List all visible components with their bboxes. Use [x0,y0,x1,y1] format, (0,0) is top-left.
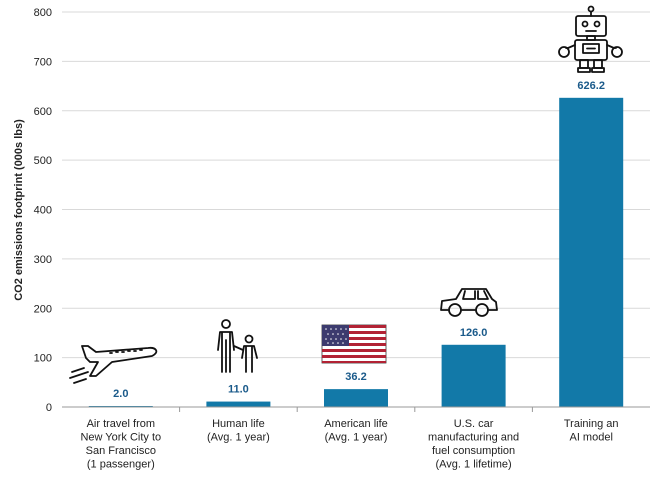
category-label: (1 passenger) [87,459,155,471]
bar [559,97,624,407]
data-label: 36.2 [345,371,366,383]
robot-icon [558,5,623,73]
airplane-icon [69,345,158,384]
category-label: Training an [564,418,619,430]
category-label: (Avg. 1 year) [207,432,270,444]
category-label: AI model [569,432,612,444]
y-tick-label: 100 [34,353,52,365]
bars [88,97,624,407]
y-tick-label: 600 [34,106,52,118]
category-label: (Avg. 1 lifetime) [435,459,511,471]
data-labels: 2.0 11.0 36.2 126.0 626.2 [113,80,605,400]
y-axis-ticks: 0 100 200 300 400 500 600 700 800 [34,7,52,414]
us-flag-icon [321,324,387,364]
category-label: (Avg. 1 year) [325,432,388,444]
y-tick-label: 0 [46,402,52,414]
category-label: Human life [212,418,265,430]
bar [441,344,506,407]
y-tick-label: 400 [34,205,52,217]
category-label: U.S. car [454,418,494,430]
data-label: 626.2 [577,80,605,92]
category-label: manufacturing and [428,432,519,444]
category-label: San Francisco [86,445,156,457]
y-tick-label: 700 [34,56,52,68]
bar [324,389,388,407]
bar [206,401,271,407]
gridlines [62,11,650,359]
people-icon [217,319,258,373]
y-axis-title: CO2 emissions footprint (000s lbs) [13,119,25,301]
category-label: American life [324,418,388,430]
data-label: 126.0 [460,327,488,339]
category-label: New York City to [80,432,161,444]
category-label: Air travel from [87,418,155,430]
y-tick-label: 300 [34,254,52,266]
data-label: 11.0 [228,384,249,396]
car-icon [440,288,498,317]
y-tick-label: 500 [34,155,52,167]
category-label: fuel consumption [432,445,515,457]
y-tick-label: 800 [34,7,52,19]
y-tick-label: 200 [34,303,52,315]
data-label: 2.0 [113,388,128,400]
